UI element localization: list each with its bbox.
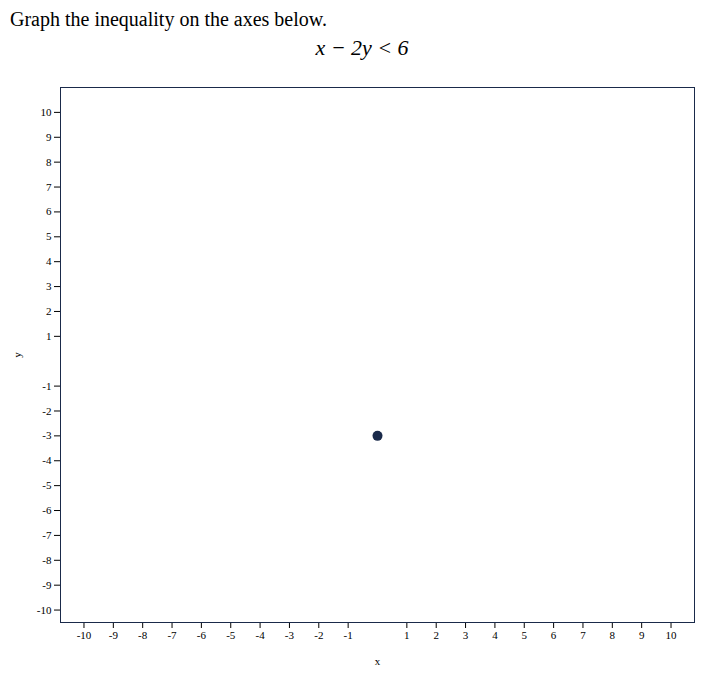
svg-text:8: 8 (610, 629, 616, 641)
svg-text:-4: -4 (42, 454, 52, 466)
svg-text:8: 8 (46, 156, 52, 168)
svg-text:-8: -8 (42, 554, 52, 566)
svg-text:-7: -7 (167, 629, 177, 641)
svg-text:6: 6 (551, 629, 557, 641)
svg-text:-9: -9 (42, 579, 52, 591)
svg-text:-1: -1 (344, 629, 353, 641)
svg-text:-2: -2 (314, 629, 323, 641)
svg-text:10: 10 (666, 629, 678, 641)
svg-text:-5: -5 (42, 479, 52, 491)
svg-text:-4: -4 (256, 629, 266, 641)
svg-text:-6: -6 (42, 504, 52, 516)
svg-text:-8: -8 (138, 629, 148, 641)
svg-text:1: 1 (404, 629, 410, 641)
svg-text:x: x (375, 655, 381, 667)
svg-text:4: 4 (492, 629, 498, 641)
svg-text:y: y (11, 352, 23, 358)
svg-text:-2: -2 (42, 405, 51, 417)
svg-text:-3: -3 (285, 629, 295, 641)
svg-text:9: 9 (639, 629, 645, 641)
svg-text:7: 7 (580, 629, 586, 641)
svg-text:9: 9 (46, 131, 52, 143)
svg-text:-5: -5 (226, 629, 236, 641)
svg-text:5: 5 (46, 230, 52, 242)
svg-text:2: 2 (433, 629, 439, 641)
svg-text:3: 3 (463, 629, 469, 641)
svg-text:-10: -10 (77, 629, 92, 641)
svg-text:7: 7 (46, 181, 52, 193)
svg-text:3: 3 (46, 280, 52, 292)
svg-text:-6: -6 (197, 629, 207, 641)
svg-text:1: 1 (46, 330, 52, 342)
svg-text:4: 4 (46, 255, 52, 267)
html-text:x − 2y < 6: x − 2y < 6 (315, 35, 409, 60)
html-text:Graph the inequality on the ax: Graph the inequality on the axes below. (10, 8, 327, 30)
svg-text:-9: -9 (109, 629, 119, 641)
svg-text:-7: -7 (42, 529, 52, 541)
svg-text:5: 5 (522, 629, 528, 641)
svg-text:10: 10 (41, 106, 53, 118)
svg-text:-3: -3 (42, 429, 52, 441)
svg-text:6: 6 (46, 205, 52, 217)
svg-text:2: 2 (46, 305, 52, 317)
svg-text:-10: -10 (37, 604, 52, 616)
svg-text:-1: -1 (42, 380, 51, 392)
